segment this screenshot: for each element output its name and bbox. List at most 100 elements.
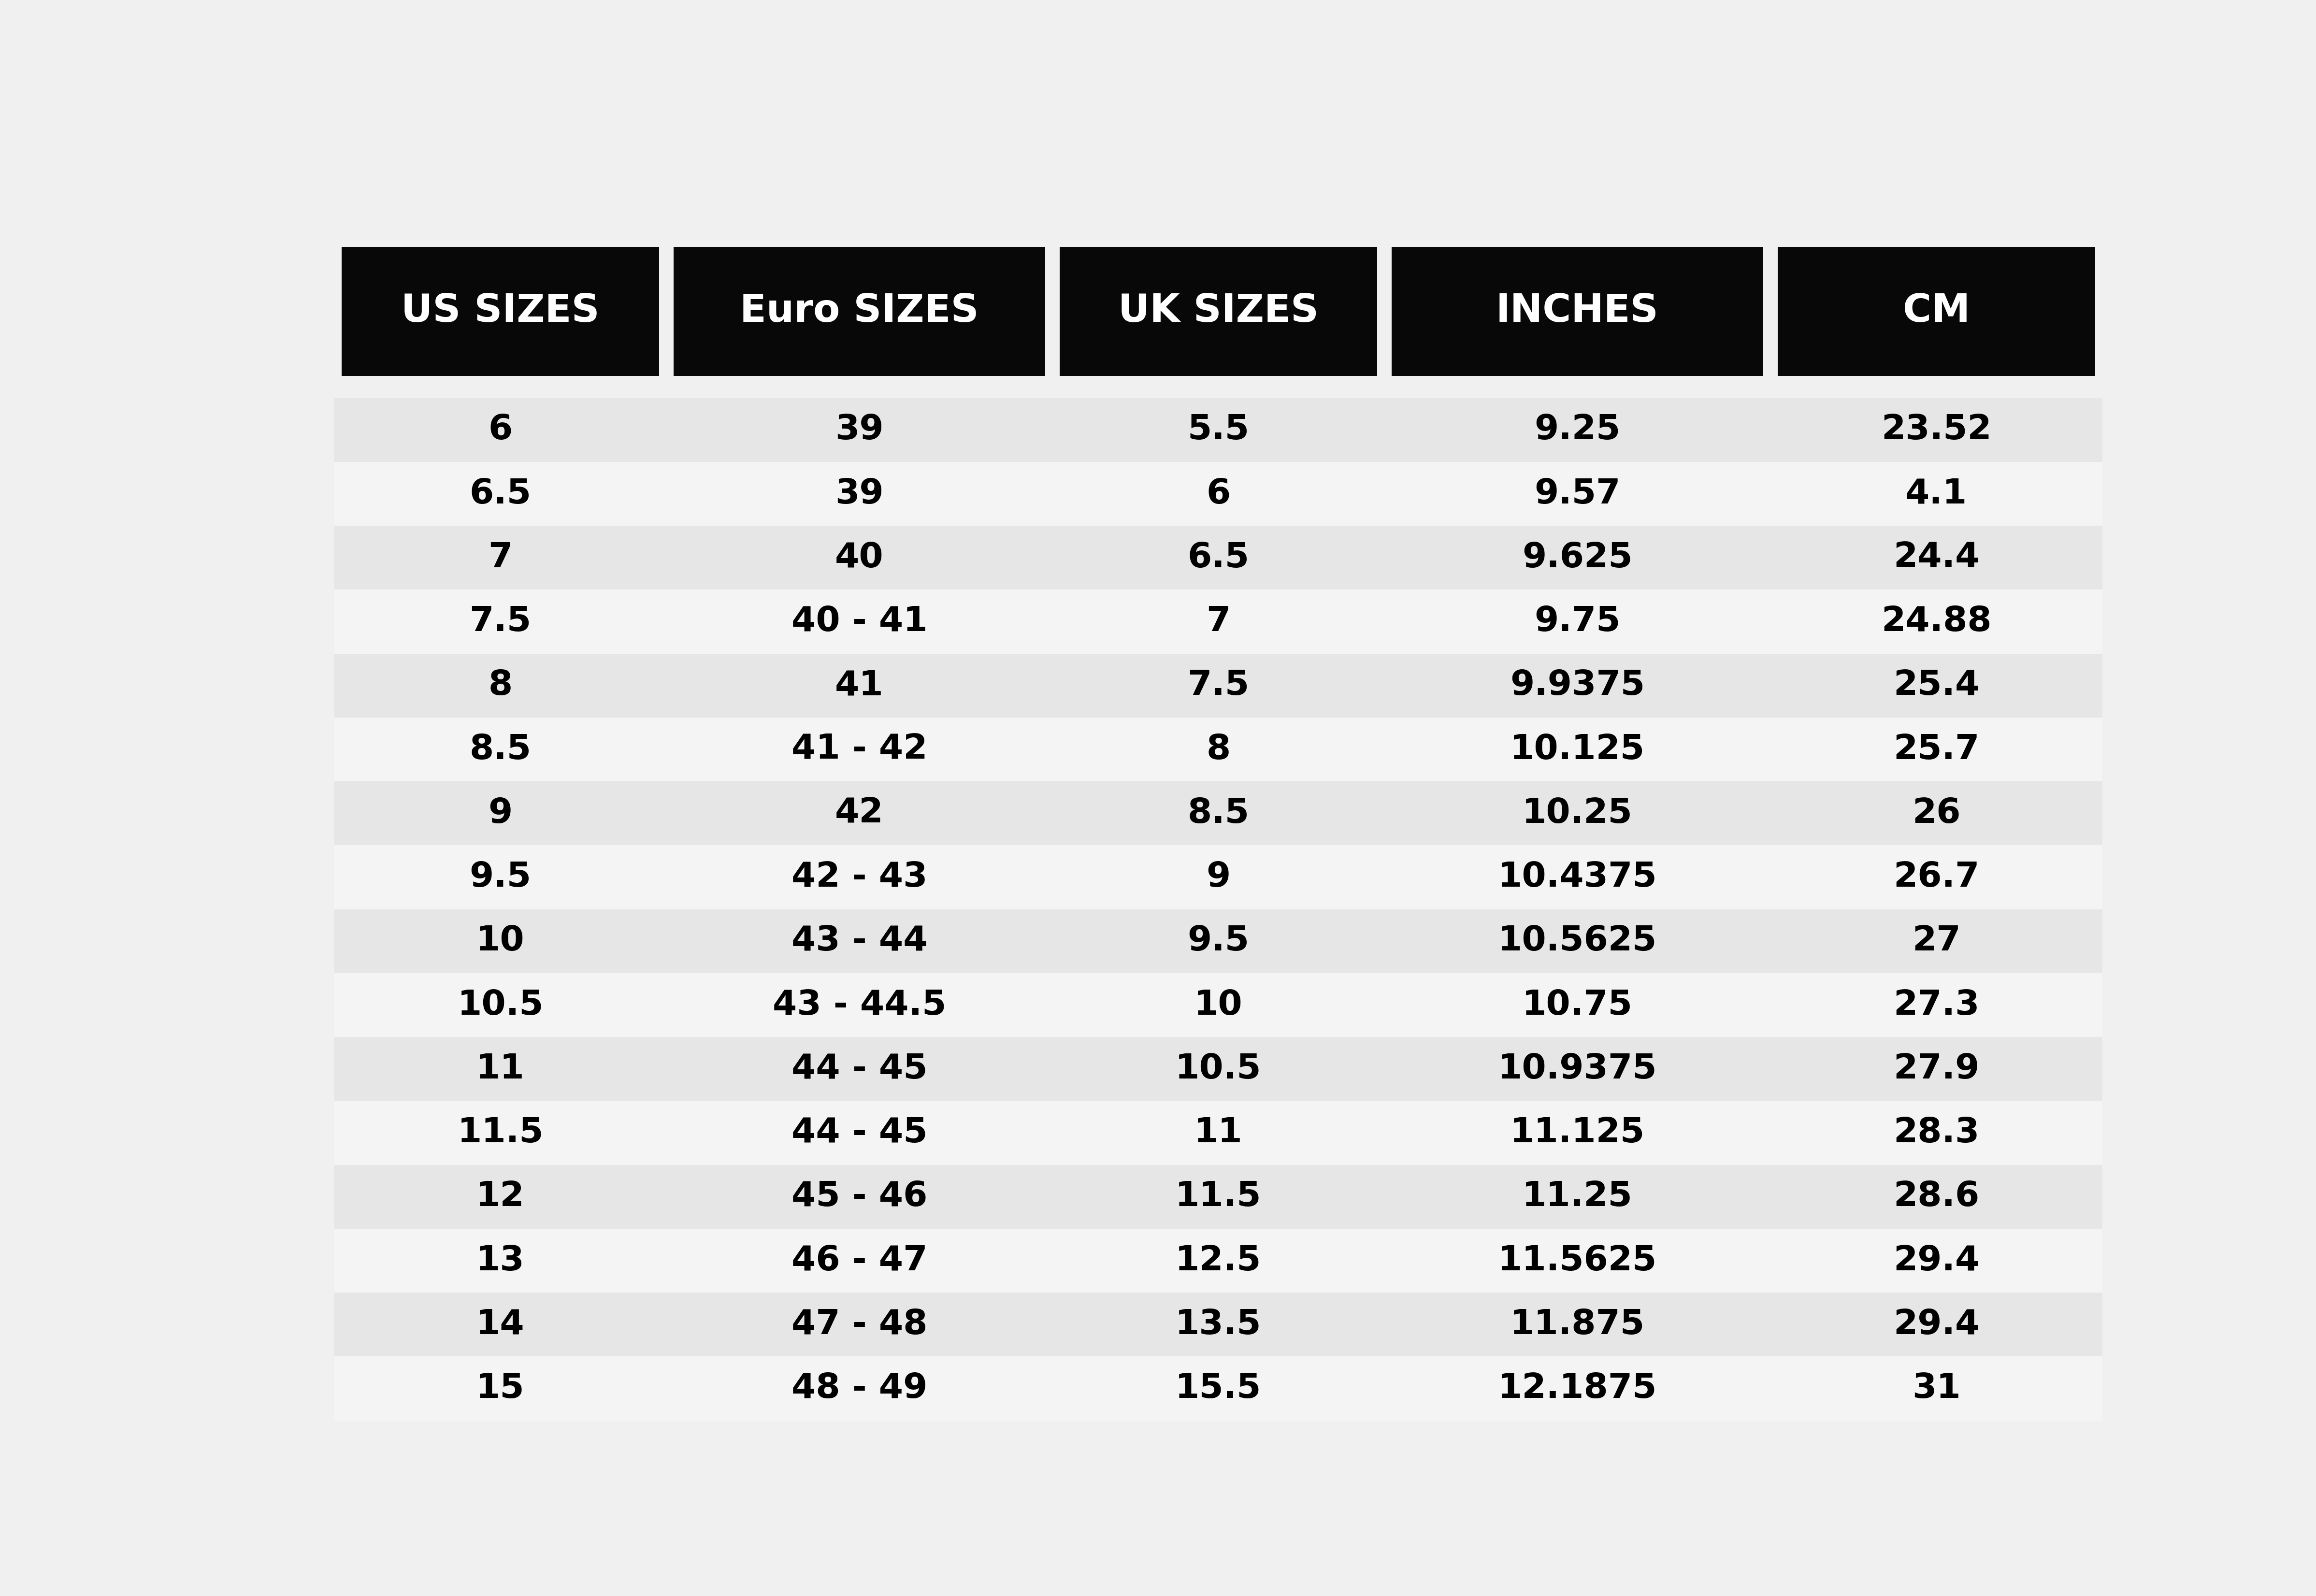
Text: 10: 10 [477, 924, 526, 958]
Text: UK SIZES: UK SIZES [1119, 292, 1318, 330]
Bar [334, 589, 2103, 654]
Bar [334, 1229, 2103, 1293]
Bar [334, 1037, 2103, 1101]
Text: 31: 31 [1913, 1373, 1962, 1404]
Text: 43 - 44: 43 - 44 [792, 924, 926, 958]
Text: 8: 8 [1207, 733, 1230, 766]
Text: 10.5: 10.5 [1174, 1052, 1262, 1085]
Text: 10.5625: 10.5625 [1498, 924, 1656, 958]
Text: 9: 9 [489, 796, 512, 830]
Text: 13.5: 13.5 [1174, 1307, 1262, 1341]
Text: 23.52: 23.52 [1881, 413, 1992, 447]
Text: 46 - 47: 46 - 47 [792, 1243, 926, 1277]
Text: 11.5: 11.5 [1174, 1179, 1262, 1213]
Text: 9: 9 [1207, 860, 1230, 894]
Text: 44 - 45: 44 - 45 [792, 1052, 926, 1085]
Text: 12.1875: 12.1875 [1498, 1373, 1656, 1404]
Text: 40: 40 [836, 541, 885, 575]
Text: 9.625: 9.625 [1522, 541, 1633, 575]
Bar [334, 461, 2103, 525]
Text: 10.25: 10.25 [1522, 796, 1633, 830]
Bar [334, 525, 2103, 589]
Text: CM: CM [1904, 292, 1971, 330]
Text: 41 - 42: 41 - 42 [792, 733, 926, 766]
Text: 11.25: 11.25 [1522, 1179, 1633, 1213]
Text: 11.5: 11.5 [456, 1116, 544, 1149]
Text: 11.125: 11.125 [1510, 1116, 1644, 1149]
Text: 43 - 44.5: 43 - 44.5 [774, 988, 947, 1021]
Bar [1058, 247, 1378, 377]
Bar [334, 910, 2103, 974]
Bar [334, 1101, 2103, 1165]
Bar [334, 654, 2103, 718]
Text: 8: 8 [489, 669, 512, 702]
Text: 6.5: 6.5 [470, 477, 530, 511]
Text: 42: 42 [836, 796, 885, 830]
Bar [334, 846, 2103, 910]
Text: 9.5: 9.5 [470, 860, 530, 894]
Text: 42 - 43: 42 - 43 [792, 860, 926, 894]
Text: 6.5: 6.5 [1188, 541, 1248, 575]
Text: 26: 26 [1913, 796, 1962, 830]
Text: 6: 6 [489, 413, 512, 447]
Text: 7.5: 7.5 [1188, 669, 1248, 702]
Text: 10.5: 10.5 [456, 988, 544, 1021]
Text: 10.125: 10.125 [1510, 733, 1644, 766]
Text: 8.5: 8.5 [470, 733, 530, 766]
Text: 5.5: 5.5 [1188, 413, 1248, 447]
Text: 10: 10 [1195, 988, 1244, 1021]
Text: 7: 7 [489, 541, 512, 575]
Bar [674, 247, 1045, 377]
Text: 28.6: 28.6 [1892, 1179, 1980, 1213]
Text: 9.25: 9.25 [1533, 413, 1621, 447]
Text: 29.4: 29.4 [1892, 1307, 1980, 1341]
Text: 13: 13 [477, 1243, 526, 1277]
Bar [334, 1293, 2103, 1357]
Text: 11.5625: 11.5625 [1498, 1243, 1656, 1277]
Text: 25.4: 25.4 [1892, 669, 1980, 702]
Text: 26.7: 26.7 [1892, 860, 1980, 894]
Text: INCHES: INCHES [1496, 292, 1658, 330]
Text: 44 - 45: 44 - 45 [792, 1116, 926, 1149]
Bar [340, 247, 660, 377]
Text: 41: 41 [836, 669, 885, 702]
Text: 25.7: 25.7 [1892, 733, 1980, 766]
Text: 12.5: 12.5 [1174, 1243, 1262, 1277]
Bar [334, 974, 2103, 1037]
Bar [1776, 247, 2096, 377]
Text: 6: 6 [1207, 477, 1230, 511]
Text: 24.4: 24.4 [1892, 541, 1980, 575]
Text: 8.5: 8.5 [1188, 796, 1248, 830]
Text: 14: 14 [477, 1307, 526, 1341]
Text: 12: 12 [477, 1179, 526, 1213]
Text: 15.5: 15.5 [1174, 1373, 1262, 1404]
Bar [334, 718, 2103, 782]
Text: 39: 39 [836, 477, 885, 511]
Text: 9.9375: 9.9375 [1510, 669, 1644, 702]
Text: 39: 39 [836, 413, 885, 447]
Text: 45 - 46: 45 - 46 [792, 1179, 926, 1213]
Text: 9.75: 9.75 [1533, 605, 1621, 638]
Text: 10.4375: 10.4375 [1498, 860, 1656, 894]
Text: 48 - 49: 48 - 49 [792, 1373, 926, 1404]
Text: 9.5: 9.5 [1188, 924, 1248, 958]
Text: Euro SIZES: Euro SIZES [739, 292, 980, 330]
Bar [334, 1165, 2103, 1229]
Bar [334, 782, 2103, 846]
Bar [334, 1357, 2103, 1420]
Text: 15: 15 [477, 1373, 526, 1404]
Text: 24.88: 24.88 [1881, 605, 1992, 638]
Text: US SIZES: US SIZES [401, 292, 600, 330]
Text: 29.4: 29.4 [1892, 1243, 1980, 1277]
Text: 11: 11 [1195, 1116, 1244, 1149]
Text: 4.1: 4.1 [1906, 477, 1966, 511]
Text: 27.9: 27.9 [1892, 1052, 1980, 1085]
Text: 27: 27 [1913, 924, 1962, 958]
Text: 28.3: 28.3 [1892, 1116, 1980, 1149]
Text: 11.875: 11.875 [1510, 1307, 1644, 1341]
Bar [334, 397, 2103, 461]
Text: 11: 11 [477, 1052, 526, 1085]
Text: 10.75: 10.75 [1522, 988, 1633, 1021]
Text: 47 - 48: 47 - 48 [792, 1307, 926, 1341]
Text: 7: 7 [1207, 605, 1230, 638]
